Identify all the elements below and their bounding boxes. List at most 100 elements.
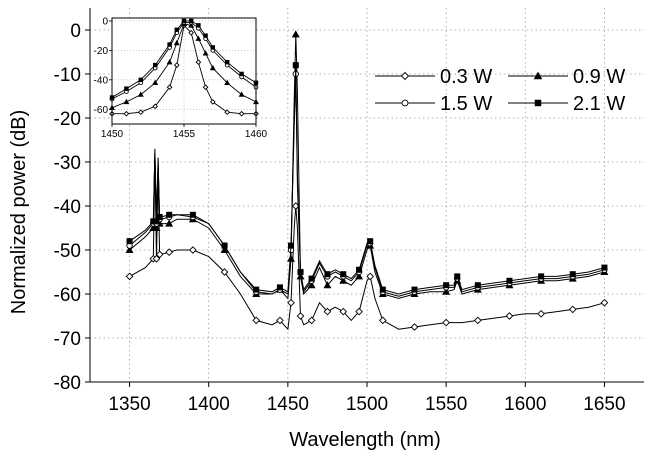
- legend: 0.3 W 0.9 W 1.5 W 2.1 W: [375, 66, 625, 115]
- inset-data-point: [202, 84, 209, 91]
- data-point: [367, 238, 374, 245]
- inset-data-point: [224, 59, 230, 65]
- series-line: [129, 34, 605, 300]
- data-point: [287, 254, 295, 262]
- inset-data-point: [238, 91, 245, 97]
- series-square: [126, 62, 608, 295]
- legend-marker: [534, 99, 542, 107]
- inset-data-point: [181, 18, 187, 24]
- x-axis-title: Wavelength (nm): [289, 429, 441, 451]
- data-point: [166, 211, 173, 218]
- data-point: [323, 307, 332, 316]
- x-tick-label: 1600: [504, 394, 546, 415]
- y-tick-label: -40: [54, 197, 81, 218]
- data-point: [442, 318, 450, 327]
- inset-x-tick-label: 1460: [245, 129, 268, 140]
- legend-item: 0.3 W: [375, 66, 492, 88]
- data-point: [189, 211, 196, 218]
- data-point: [296, 312, 305, 320]
- data-point: [355, 307, 363, 316]
- data-point: [220, 268, 229, 276]
- inset-data-point: [166, 59, 173, 65]
- inset-data-point: [123, 110, 130, 117]
- legend-marker: [400, 71, 410, 81]
- y-tick-label: -10: [54, 65, 81, 86]
- data-point: [189, 246, 197, 254]
- inset-series-line: [111, 23, 257, 109]
- data-point: [152, 223, 161, 232]
- data-point: [339, 276, 348, 284]
- data-point: [411, 286, 418, 293]
- data-point: [297, 268, 304, 276]
- data-point: [356, 266, 363, 273]
- inset-data-point: [137, 91, 144, 97]
- y-tick-label: -70: [54, 329, 81, 350]
- data-point: [538, 273, 545, 280]
- inset-data-point: [210, 45, 216, 50]
- data-point: [276, 316, 284, 325]
- inset-data-point: [167, 42, 172, 47]
- legend-marker: [401, 99, 409, 107]
- data-point: [165, 219, 174, 227]
- inset-y-tick-label: 0: [102, 16, 108, 27]
- inset-data-point: [209, 99, 216, 105]
- data-point: [287, 298, 295, 307]
- inset-data-point: [239, 71, 244, 77]
- data-point: [379, 286, 386, 293]
- inset-plot: 1450 1455 1460 0 -20 -40 -60: [94, 16, 268, 140]
- inset-data-point: [174, 27, 180, 32]
- inset-series-diamond: [109, 22, 259, 117]
- x-tick-label: 1650: [583, 394, 625, 415]
- data-point: [126, 238, 133, 245]
- data-point: [505, 312, 514, 320]
- y-axis-title: Normalized power (dB): [8, 110, 30, 315]
- inset-data-point: [195, 35, 202, 41]
- inset-data-point: [166, 84, 173, 91]
- inset-data-point: [188, 29, 195, 36]
- data-point: [340, 271, 347, 278]
- data-point: [442, 287, 451, 295]
- data-point: [339, 307, 348, 316]
- inset-data-point: [238, 110, 245, 117]
- inset-data-point: [196, 23, 201, 28]
- data-point: [601, 264, 608, 271]
- data-point: [454, 273, 461, 280]
- y-tick-label: -50: [54, 241, 81, 262]
- inset-series-line: [111, 21, 257, 100]
- series-diamond: [125, 161, 609, 331]
- data-point: [152, 254, 161, 263]
- inset-data-point: [138, 77, 144, 83]
- data-point: [220, 245, 229, 254]
- inset-background: [112, 18, 256, 124]
- data-point: [155, 250, 164, 259]
- data-point: [307, 281, 316, 289]
- legend-label: 0.9 W: [573, 66, 625, 88]
- x-tick-label: 1400: [188, 394, 230, 415]
- data-point: [443, 282, 450, 289]
- inset-data-point: [152, 62, 158, 68]
- y-tick-label: 0: [70, 21, 81, 42]
- inset-data-point: [188, 18, 194, 24]
- data-point: [165, 248, 173, 257]
- inset-series-line: [111, 20, 257, 98]
- inset-y-tick-label: -20: [94, 46, 109, 57]
- inset-data-point: [173, 62, 180, 68]
- data-point: [366, 272, 375, 281]
- data-point: [378, 316, 387, 325]
- data-point: [125, 245, 134, 254]
- inset-data-point: [188, 22, 195, 28]
- main-plot: 1350 1400 1450 1500 1550 1600 1650 0 -10 -20 -30 -4…: [54, 8, 644, 415]
- inset-series-triangle: [109, 20, 259, 111]
- inset-data-point: [152, 103, 159, 110]
- y-tick-label: -60: [54, 285, 81, 306]
- inset-data-point: [173, 39, 180, 46]
- data-point: [568, 305, 577, 314]
- legend-label: 1.5 W: [440, 93, 492, 115]
- legend-label: 0.3 W: [440, 66, 492, 88]
- data-point: [308, 275, 315, 282]
- data-point: [600, 298, 609, 307]
- inset-data-point: [124, 86, 129, 91]
- data-point: [296, 272, 305, 280]
- inset-y-tick-label: -40: [94, 75, 109, 86]
